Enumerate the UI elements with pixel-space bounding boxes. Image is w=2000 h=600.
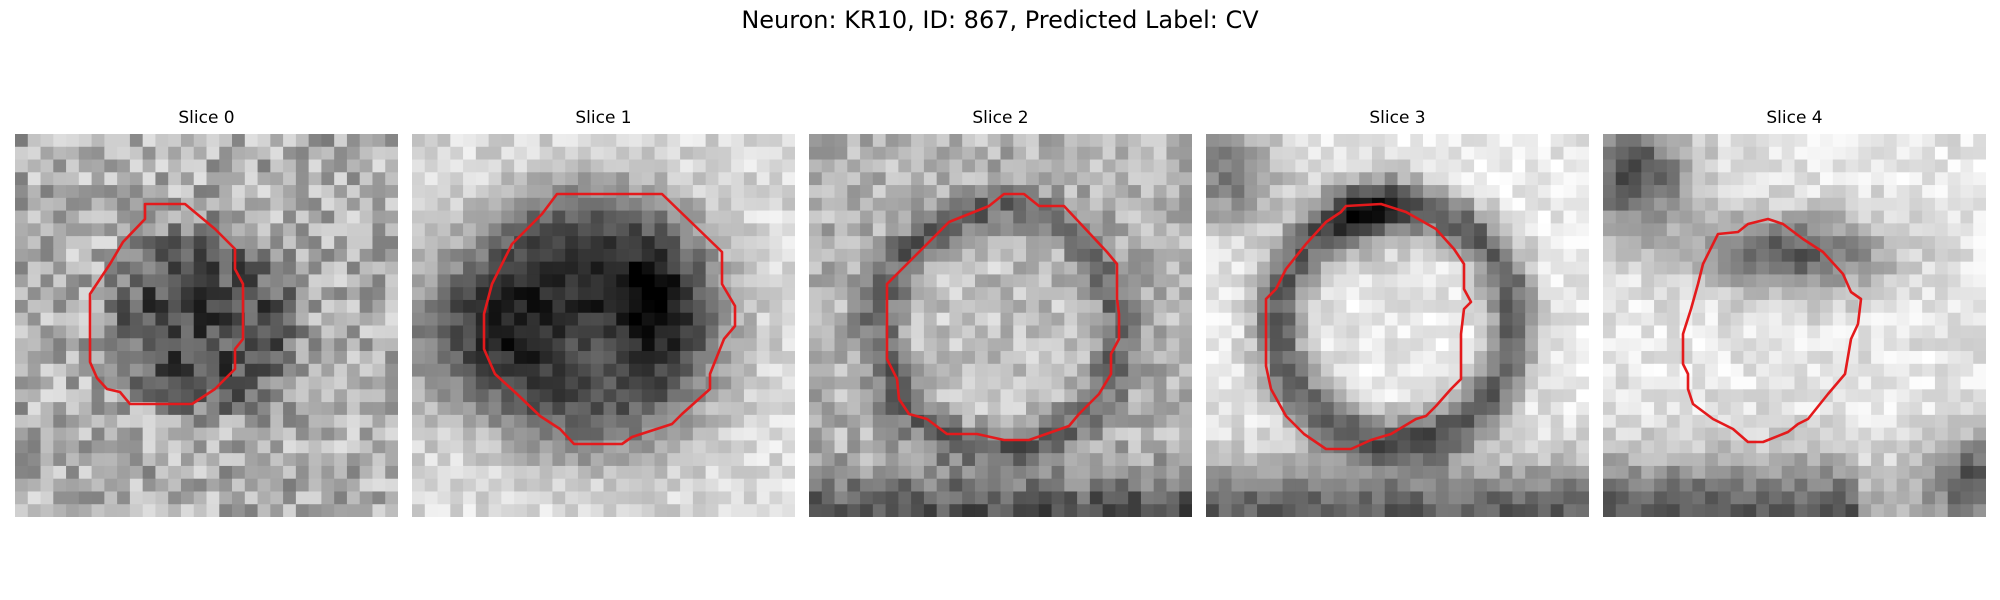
slice-title: Slice 3 [1369, 108, 1426, 128]
roi-contour [885, 192, 1121, 442]
slice-image-2 [809, 134, 1192, 517]
roi-contour [482, 192, 737, 446]
roi-contour [1681, 217, 1863, 444]
slice-image-0 [15, 134, 398, 517]
slice-image-1 [412, 134, 795, 517]
slice-title: Slice 4 [1766, 108, 1823, 128]
slice-panel-3: Slice 3 [1206, 108, 1589, 518]
slice-panel-0: Slice 0 [15, 108, 398, 518]
slice-panel-2: Slice 2 [809, 108, 1192, 518]
slice-panel-1: Slice 1 [412, 108, 795, 518]
slice-title: Slice 1 [575, 108, 632, 128]
slice-title: Slice 0 [178, 108, 235, 128]
slice-image-4 [1603, 134, 1986, 517]
roi-contour [88, 202, 245, 406]
roi-contour [1264, 202, 1473, 451]
slice-panel-4: Slice 4 [1603, 108, 1986, 518]
figure-title: Neuron: KR10, ID: 867, Predicted Label: … [741, 6, 1259, 34]
slice-title: Slice 2 [972, 108, 1029, 128]
slice-image-3 [1206, 134, 1589, 517]
